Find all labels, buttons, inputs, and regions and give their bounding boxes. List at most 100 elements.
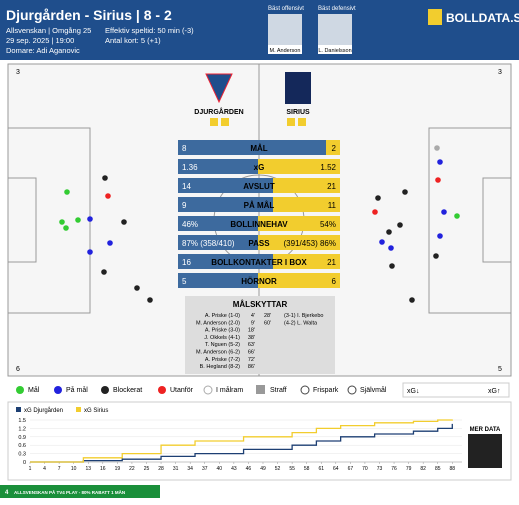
shot	[107, 240, 113, 246]
legend-label: Utanför	[170, 387, 194, 394]
legend-icon	[101, 386, 109, 394]
shot	[101, 269, 107, 275]
referee: Domare: Adi Aganovic	[6, 46, 80, 55]
y-tick-label: 0.6	[18, 443, 26, 449]
shot	[388, 245, 394, 251]
corner-count: 3	[16, 69, 20, 76]
home-bar	[178, 254, 273, 269]
y-tick-label: 1.5	[18, 418, 26, 424]
shot	[389, 263, 395, 269]
legend-label: xG Djurgården	[24, 407, 63, 414]
player-tag	[318, 45, 352, 54]
shot	[147, 297, 153, 303]
legend-label: Frispark	[313, 387, 339, 394]
shot	[59, 219, 65, 225]
scorers-box	[185, 296, 335, 374]
goal-area	[482, 177, 512, 263]
x-tick-label: 64	[333, 466, 339, 472]
scorer-minute: 38'	[248, 335, 255, 341]
scorer-name: B. Hegland (8-2)	[200, 364, 241, 370]
corner-count: 6	[16, 366, 20, 373]
xg-timeline: 0 0.3 0.6 0.9 1.2 1.5 1 4 7 10 13 16 19 22 25 28 31 34 37 4…	[16, 407, 462, 472]
timeline-panel	[7, 401, 512, 481]
scorer-minute: 9'	[251, 320, 255, 326]
shot	[434, 145, 440, 151]
shot	[437, 159, 443, 165]
scorer-name: A. Priske (1-0)	[205, 313, 240, 319]
shot	[437, 233, 443, 239]
shot	[105, 193, 111, 199]
away-crest	[285, 72, 311, 104]
scorer-name: A. Priske (7-2)	[205, 357, 240, 363]
stat-home: 14	[182, 182, 191, 191]
away-bar	[273, 197, 340, 212]
x-tick-label: 67	[348, 466, 354, 472]
legend: Mål På mål Blockerat Utanför I målram St…	[16, 382, 510, 398]
home-bar	[178, 197, 273, 212]
stat-label: xG	[254, 163, 265, 172]
home-bar	[178, 273, 258, 288]
stat-label: MÅL	[250, 144, 267, 153]
stat-away: 2	[332, 144, 337, 153]
xg-line	[30, 423, 453, 463]
logo: BOLLDATA.SE	[446, 11, 519, 25]
more-data: MER DATA	[470, 427, 501, 433]
shot	[435, 177, 441, 183]
home-team: DJURGÅRDEN	[194, 107, 243, 116]
home-bar	[178, 140, 326, 155]
shot	[409, 297, 415, 303]
banner-text: ALLSVENSKAN PÅ TV4 PLAY - 80% RABATT 1 M…	[14, 489, 125, 495]
shot	[87, 216, 93, 222]
scorer-name: (3-1) I. Bjerkebo	[284, 313, 323, 319]
shot	[121, 219, 127, 225]
stat-home: 16	[182, 258, 191, 267]
banner-badge: 4	[5, 490, 9, 496]
date: 29 sep. 2025 | 19:00	[6, 36, 74, 45]
legend-icon	[347, 385, 357, 395]
away-bar	[273, 254, 340, 269]
x-tick-label: 76	[391, 466, 397, 472]
x-tick-label: 61	[318, 466, 324, 472]
x-tick-label: 79	[406, 466, 412, 472]
shot	[379, 239, 385, 245]
qr-code	[468, 434, 502, 468]
scorer-minute: 63'	[248, 342, 255, 348]
home-crest	[205, 73, 233, 104]
stat-home: 5	[182, 277, 187, 286]
xg-line	[30, 419, 453, 463]
away-bar	[258, 273, 340, 288]
shot-map	[59, 145, 460, 303]
legend-label: På mål	[66, 386, 88, 394]
stat-home: 1.36	[182, 163, 198, 172]
y-tick-label: 0.3	[18, 452, 26, 458]
legend-icon	[158, 386, 166, 394]
scorer-minute: 18'	[248, 328, 255, 334]
stat-home: 8	[182, 144, 187, 153]
legend-swatch	[76, 407, 81, 412]
home-bar	[178, 235, 258, 250]
home-bar	[178, 178, 273, 193]
away-bar	[258, 159, 340, 174]
legend-icon	[256, 385, 265, 394]
x-tick-label: 10	[71, 466, 77, 472]
banner[interactable]	[0, 485, 160, 498]
stat-away: (391/453) 86%	[284, 239, 336, 248]
x-tick-label: 55	[289, 466, 295, 472]
scorer-name: A. Priske (3-0)	[205, 328, 240, 334]
corner-count: 3	[498, 69, 502, 76]
legend-icon	[300, 385, 310, 395]
stat-home: 87% (358/410)	[182, 239, 235, 248]
stat-away: 6	[332, 277, 337, 286]
player-tag	[268, 45, 302, 54]
x-tick-label: 82	[420, 466, 426, 472]
y-tick-label: 0	[23, 460, 26, 466]
stat-away: 54%	[320, 220, 336, 229]
x-tick-label: 85	[435, 466, 441, 472]
x-tick-label: 19	[115, 466, 121, 472]
stats-table: MÅL 8 2 xG 1.36 1.52 AVSLUT 14 21 PÅ MÅL 9 11 BOLLIN…	[178, 140, 340, 288]
away-bar	[258, 216, 340, 231]
x-tick-label: 31	[173, 466, 179, 472]
stat-label: BOLLKONTAKTER I BOX	[211, 258, 307, 267]
shot	[87, 249, 93, 255]
shot	[75, 217, 81, 223]
